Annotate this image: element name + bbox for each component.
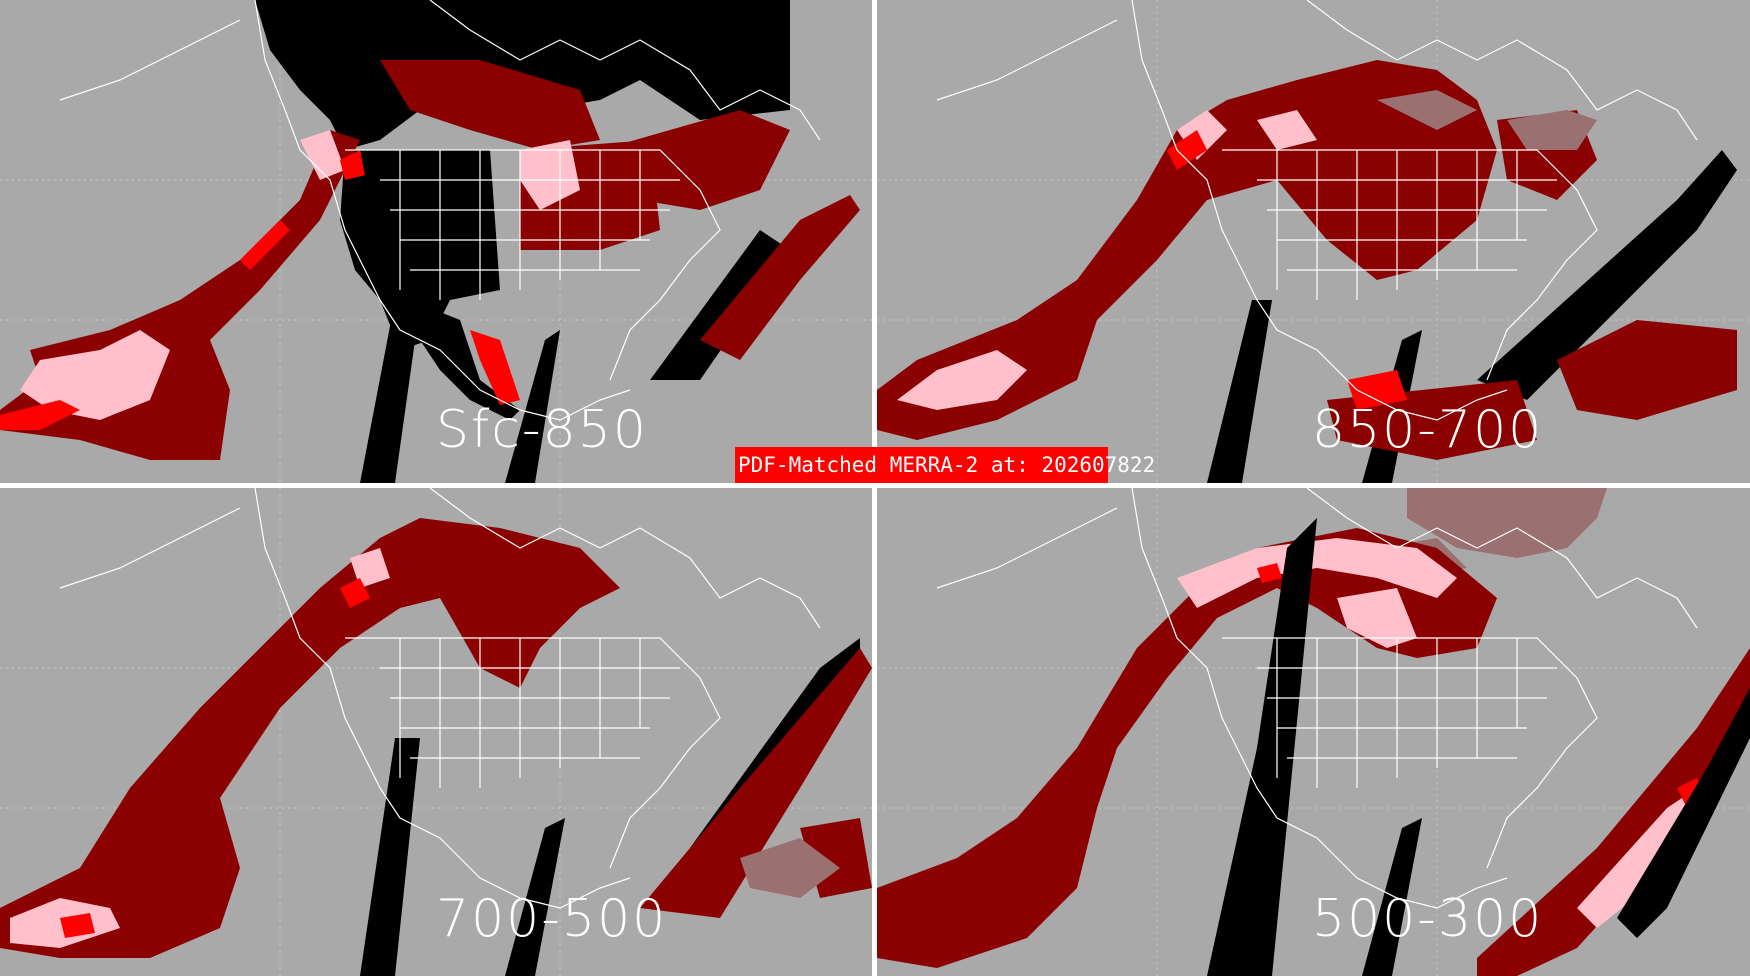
state-and-coastlines [936,0,1698,421]
humidity-red [1167,130,1407,410]
timestamp-banner: PDF-Matched MERRA-2 at: 202607822 [735,447,1155,483]
map-500-300 [877,488,1750,976]
humidity-red [60,578,370,938]
humidity-dark-red [877,60,1737,460]
humidity-pink [20,130,580,420]
map-700-500 [0,488,872,976]
panel-label: 700-500 [436,889,668,949]
panel-label: Sfc-850 [436,400,648,460]
grid-lines [877,488,1750,976]
state-and-coastlines [936,488,1698,909]
humidity-rosy [740,838,840,898]
no-data-area [1207,518,1750,976]
humidity-rosy [1377,90,1597,150]
map-sfc-850 [0,0,872,483]
panel-700-500: 700-500 [0,488,872,976]
humidity-dark-red [877,528,1750,976]
panel-label: 850-700 [1312,400,1544,460]
state-and-coastlines [59,488,821,909]
state-and-coastlines [59,0,821,421]
map-850-700 [877,0,1750,483]
panel-500-300: 500-300 [877,488,1750,976]
panel-label: 500-300 [1312,889,1544,949]
humidity-red [0,150,520,430]
panel-850-700: 850-700 [877,0,1750,483]
panel-sfc-850: Sfc-850 [0,0,872,483]
humidity-pink [897,110,1317,410]
